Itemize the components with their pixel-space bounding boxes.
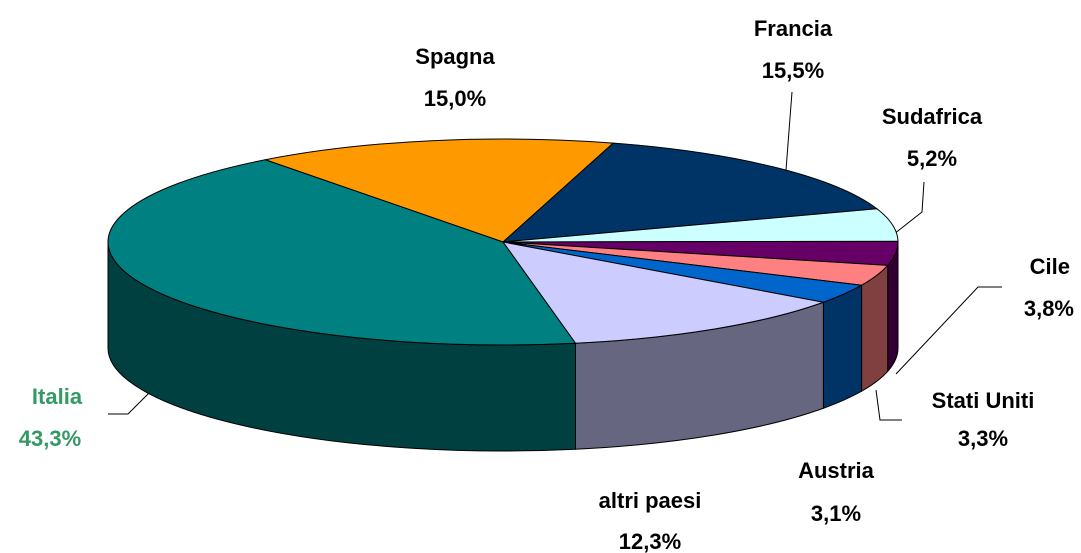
value-label: 43,3% — [19, 426, 81, 451]
pie-tops — [107, 138, 899, 346]
category-label: Stati Uniti — [932, 388, 1035, 413]
leader-line — [785, 91, 793, 171]
pie-side — [861, 264, 889, 393]
category-label: Sudafrica — [882, 104, 983, 129]
data-labels: Spagna 15,0% Francia 15,5% Sudafrica 5,2% Cile… — [19, 16, 1074, 553]
pie-slice — [501, 241, 826, 344]
leader-line — [895, 286, 1002, 375]
value-label: 5,2% — [907, 146, 957, 171]
pie-slice — [107, 159, 577, 346]
category-label: Austria — [798, 458, 875, 483]
value-label: 15,5% — [762, 58, 824, 83]
pie-side — [822, 284, 863, 409]
value-label: 3,3% — [958, 426, 1008, 451]
leader-line — [893, 181, 925, 235]
leader-line — [875, 389, 902, 421]
pie-slice — [263, 138, 615, 243]
value-label: 3,1% — [811, 501, 861, 526]
category-label: Cile — [1030, 254, 1070, 279]
leader-line — [108, 391, 151, 415]
category-label: Italia — [32, 384, 83, 409]
category-label: Spagna — [415, 44, 495, 69]
leader-lines — [108, 91, 1002, 421]
value-label: 15,0% — [424, 86, 486, 111]
category-label: altri paesi — [599, 488, 702, 513]
category-label: Francia — [754, 16, 833, 41]
value-label: 12,3% — [619, 529, 681, 553]
value-label: 3,8% — [1024, 296, 1074, 321]
pie-slice — [501, 142, 879, 243]
